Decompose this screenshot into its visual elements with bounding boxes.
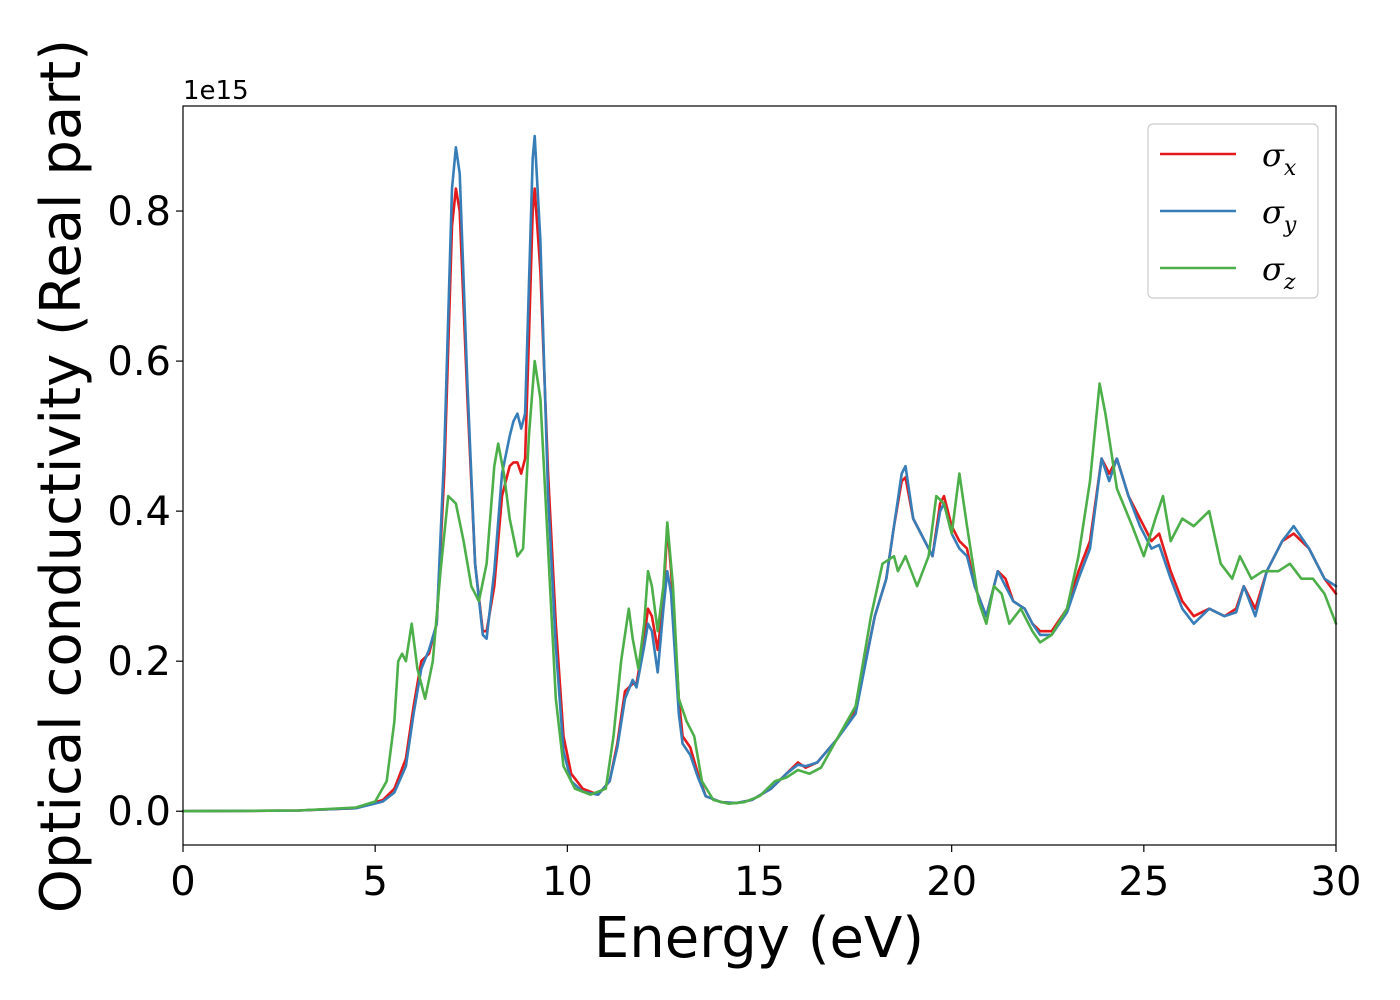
series-layer bbox=[181, 134, 1338, 813]
y-tick-label: 0.4 bbox=[107, 489, 171, 535]
x-tick-label: 0 bbox=[170, 859, 195, 905]
y-tick-label: 0.6 bbox=[107, 339, 171, 385]
x-tick-label: 25 bbox=[1118, 859, 1169, 905]
y-tick-label: 0.0 bbox=[107, 789, 171, 835]
y-tick-label: 0.2 bbox=[107, 639, 171, 685]
y-tick-label: 0.8 bbox=[107, 189, 171, 235]
y-axis: 0.0 0.2 0.4 0.6 0.8 bbox=[107, 189, 183, 835]
legend-label-y: σy bbox=[1262, 193, 1297, 238]
x-axis: 0 5 10 15 20 25 30 bbox=[170, 845, 1361, 905]
series-line-z bbox=[181, 359, 1338, 813]
y-axis-label: Optical conductivity (Real part) bbox=[29, 39, 94, 913]
legend-label-z: σz bbox=[1262, 250, 1296, 295]
x-tick-label: 10 bbox=[542, 859, 593, 905]
legend: σx σy σz bbox=[1147, 123, 1319, 299]
plot-area bbox=[183, 106, 1336, 845]
x-tick-label: 15 bbox=[734, 859, 785, 905]
x-tick-label: 5 bbox=[362, 859, 387, 905]
x-axis-label: Energy (eV) bbox=[594, 906, 924, 971]
x-tick-label: 20 bbox=[926, 859, 977, 905]
y-offset-label: 1e15 bbox=[183, 76, 249, 106]
legend-label-x: σx bbox=[1262, 136, 1297, 181]
x-tick-label: 30 bbox=[1311, 859, 1362, 905]
